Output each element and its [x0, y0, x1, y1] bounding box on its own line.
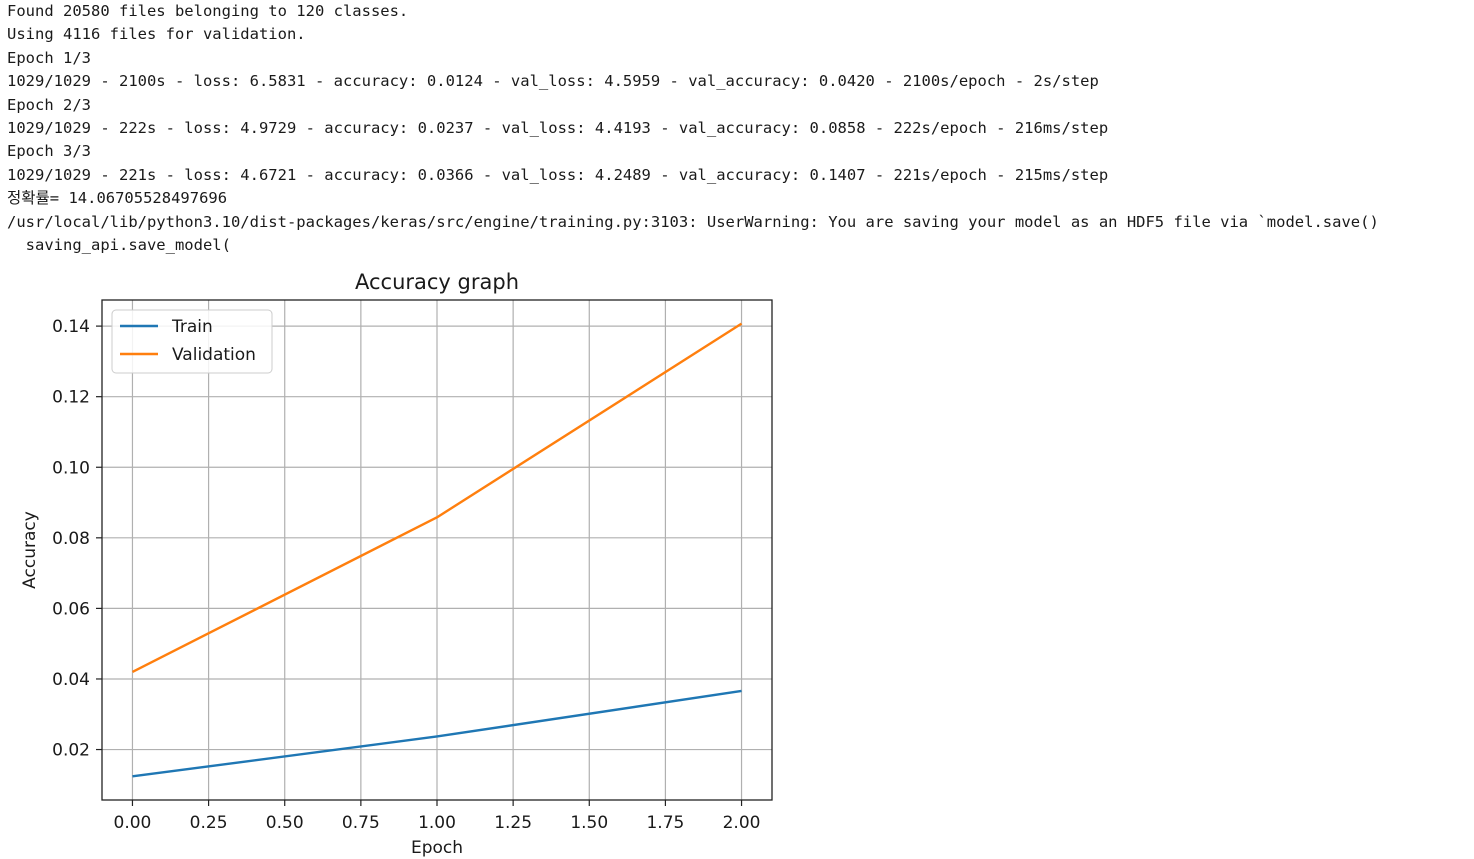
x-axis-label: Epoch: [411, 838, 463, 858]
chart-legend: Train Validation: [111, 309, 273, 374]
console-output: Found 20580 files belonging to 120 class…: [7, 0, 1469, 257]
y-tick-label: 0.08: [52, 529, 90, 549]
console-line: 1029/1029 - 2100s - loss: 6.5831 - accur…: [7, 72, 1099, 91]
x-tick-label: 1.00: [418, 813, 456, 833]
y-tick-label: 0.04: [52, 670, 90, 690]
legend-label-train: Train: [171, 317, 213, 337]
console-line: Epoch 2/3: [7, 95, 91, 114]
x-tick-label: 1.75: [646, 813, 684, 833]
legend-label-validation: Validation: [172, 345, 256, 365]
y-tick-label: 0.14: [52, 317, 90, 337]
x-tick-label: 0.00: [114, 813, 152, 833]
console-line: 1029/1029 - 221s - loss: 4.6721 - accura…: [7, 165, 1109, 184]
console-line: 1029/1029 - 222s - loss: 4.9729 - accura…: [7, 118, 1109, 137]
console-line: Found 20580 files belonging to 120 class…: [7, 2, 409, 20]
y-tick-label: 0.12: [52, 388, 90, 408]
chart-title: Accuracy graph: [355, 270, 519, 294]
y-tick-label: 0.02: [52, 741, 90, 761]
x-tick-label: 1.25: [494, 813, 532, 833]
x-tick-label: 0.50: [266, 813, 304, 833]
console-line: saving_api.save_model(: [7, 235, 231, 254]
console-line: Using 4116 files for validation.: [7, 25, 306, 44]
console-line: Epoch 1/3: [7, 48, 91, 67]
y-tick-label: 0.06: [52, 599, 90, 619]
console-line: 정확률= 14.06705528497696: [7, 189, 228, 208]
chart-svg: Accuracy graph 0.00 0.25 0.50 0.75 1.00 1.25 1.…: [20, 270, 773, 858]
x-tick-label: 0.25: [190, 813, 228, 833]
y-tick-label: 0.10: [52, 458, 90, 478]
console-line: Epoch 3/3: [7, 142, 91, 161]
accuracy-chart: Accuracy graph 0.00 0.25 0.50 0.75 1.00 1.25 1.…: [0, 262, 790, 859]
x-tick-label: 0.75: [342, 813, 380, 833]
console-line: /usr/local/lib/python3.10/dist-packages/…: [7, 212, 1379, 231]
x-tick-label: 1.50: [570, 813, 608, 833]
y-axis-label: Accuracy: [20, 511, 40, 589]
x-tick-label: 2.00: [723, 813, 761, 833]
